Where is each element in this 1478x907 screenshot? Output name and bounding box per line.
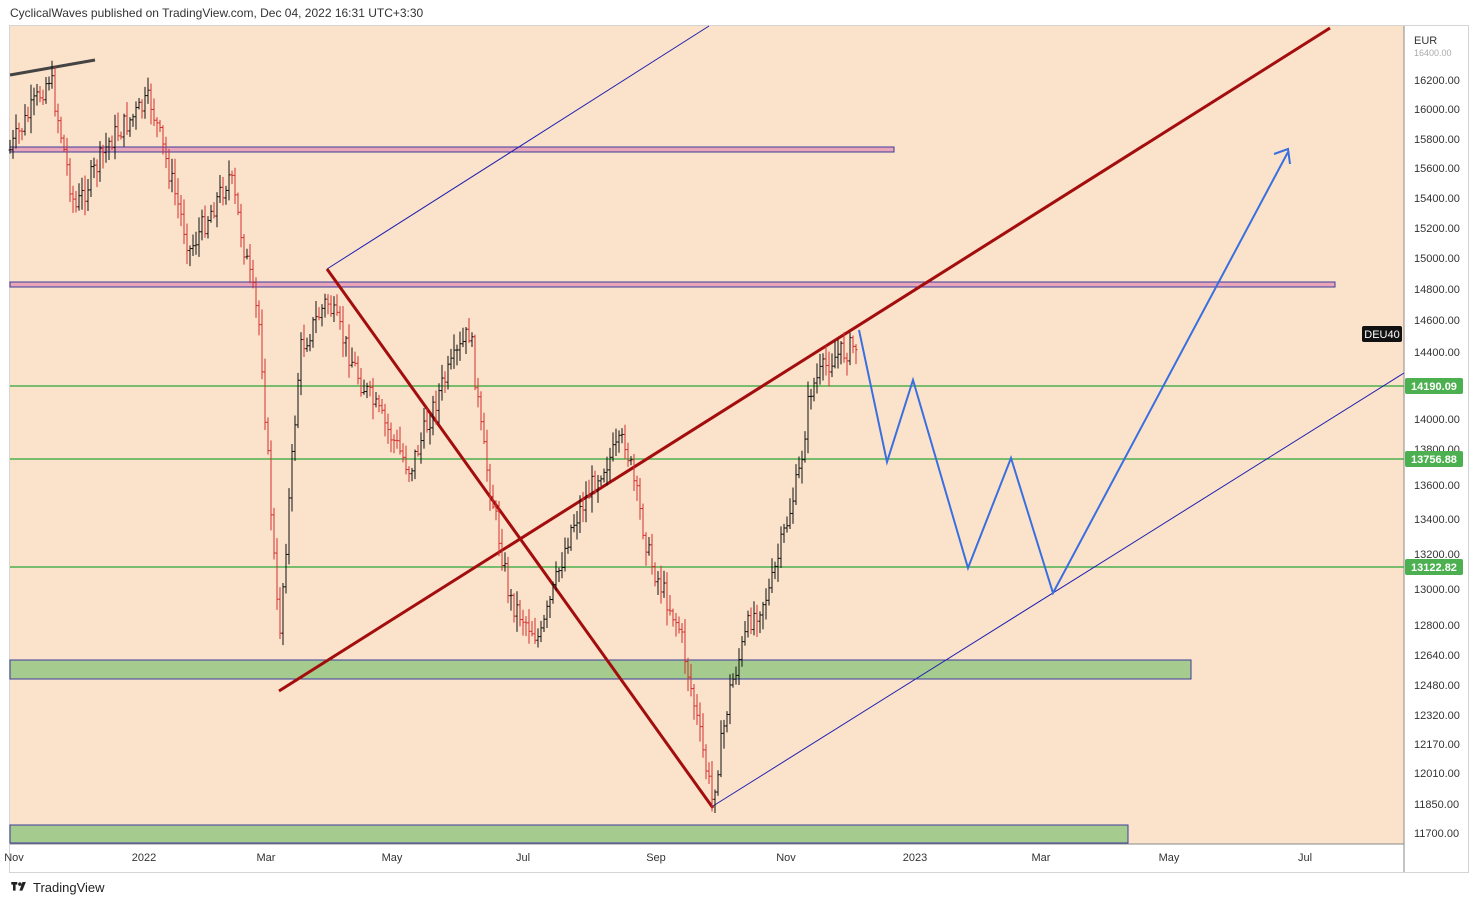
x-tick-label: Nov [776,852,796,864]
x-tick-label: Mar [1032,852,1051,864]
plot-background [10,26,1404,844]
resistance-zone-upper[interactable] [9,146,895,153]
y-tick-label: 12010.00 [1414,768,1460,780]
rising-trendline[interactable] [278,26,1331,693]
y-tick-label: 14600.00 [1414,315,1460,327]
price-tags: 14190.09 13756.88 13122.82 [1405,378,1463,575]
y-tick-label: 16200.00 [1414,75,1460,87]
price-tag-box[interactable] [1405,559,1463,575]
footer-brand-text: TradingView [33,880,105,895]
projection-arrow-head [1273,147,1291,165]
symbol-tag-box[interactable] [1362,326,1402,342]
candles [8,60,858,813]
y-tick-label: 15200.00 [1414,223,1460,235]
publish-info: CyclicalWaves published on TradingView.c… [10,6,424,20]
y-tick-label: 12640.00 [1414,650,1460,662]
y-tick-label: 14800.00 [1414,284,1460,296]
support-zone-upper[interactable] [9,659,1192,680]
price-tag-text: 13756.88 [1411,454,1457,466]
y-tick-label: 15800.00 [1414,134,1460,146]
y-tick-label: 12320.00 [1414,710,1460,722]
y-tick-label: 15600.00 [1414,163,1460,175]
x-tick-label: Mar [257,852,276,864]
time-axis-background [10,844,1404,872]
x-tick-label: Jul [516,852,530,864]
resistance-zone-mid[interactable] [9,281,1336,288]
x-tick-label: 2022 [132,852,156,864]
currency-label: EUR [1414,35,1437,47]
y-tick-label: 13400.00 [1414,514,1460,526]
footer-brand[interactable]: TradingView [10,880,105,895]
y-tick-label: 15000.00 [1414,253,1460,265]
x-tick-label: 2023 [903,852,927,864]
chart-frame[interactable] [9,25,1469,873]
y-tick-label: 12480.00 [1414,680,1460,692]
y-tick-label: 13200.00 [1414,549,1460,561]
price-axis-background [1404,26,1468,872]
channel-lower-line[interactable] [712,372,1405,807]
y-tick-label: 14000.00 [1414,414,1460,426]
price-tag-box[interactable] [1405,378,1463,394]
x-tick-label: Jul [1298,852,1312,864]
falling-trendline[interactable] [325,268,715,809]
support-zone-lower[interactable] [9,824,1129,844]
symbol-tag-text: DEU40 [1364,329,1399,341]
channel-upper-line[interactable] [326,25,710,270]
y-tick-label: 12170.00 [1414,739,1460,751]
y-tick-label: 15400.00 [1414,193,1460,205]
y-tick-partial-top: 16400.00 [1414,48,1452,58]
y-tick-label: 11700.00 [1414,828,1459,840]
x-tick-label: Sep [646,852,666,864]
projection-path[interactable] [858,151,1289,596]
x-tick-label: Nov [4,852,24,864]
x-tick-label: May [382,852,403,864]
x-axis-ticks: Nov 2022 Mar May Jul Sep Nov 2023 Mar May Jul [4,852,1312,864]
y-tick-label: 12800.00 [1414,620,1460,632]
price-tag-box[interactable] [1405,451,1463,467]
y-tick-label: 13600.00 [1414,480,1460,492]
x-tick-label: May [1159,852,1180,864]
price-tag-text: 14190.09 [1411,381,1457,393]
y-tick-label: 11850.00 [1414,799,1459,811]
price-tag-text: 13122.82 [1411,562,1457,574]
tradingview-logo-icon [11,881,26,891]
y-axis-ticks: 16200.00 16000.00 15800.00 15600.00 15400.00… [1414,75,1460,840]
y-tick-label: 14400.00 [1414,347,1460,359]
y-tick-label: 13000.00 [1414,584,1460,596]
y-tick-label: 16000.00 [1414,104,1460,116]
